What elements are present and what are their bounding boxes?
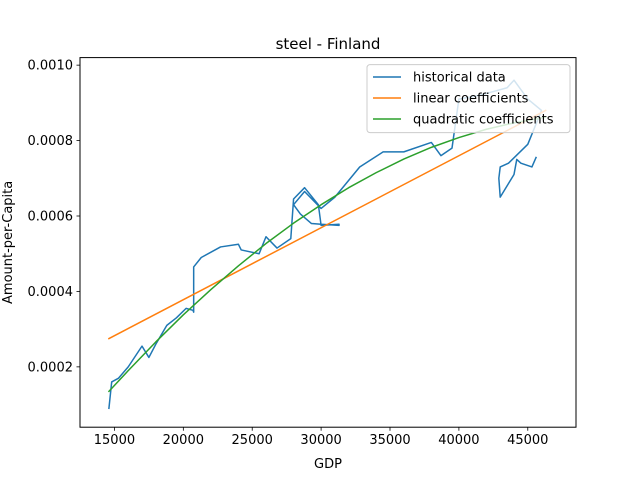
x-tick-label: 20000 bbox=[163, 433, 204, 448]
x-tick-label: 40000 bbox=[438, 433, 479, 448]
y-tick-label: 0.0010 bbox=[28, 59, 74, 74]
legend: historical data linear coefficients quadra… bbox=[366, 64, 571, 134]
legend-label-2: linear coefficients bbox=[413, 92, 529, 107]
x-axis: 15000 20000 25000 30000 35000 40000 45000 bbox=[94, 427, 548, 448]
legend-box bbox=[366, 64, 571, 134]
x-tick-label: 15000 bbox=[94, 433, 135, 448]
y-tick-label: 0.0004 bbox=[28, 285, 74, 300]
y-axis: 0.0002 0.0004 0.0006 0.0008 0.0010 bbox=[28, 59, 80, 375]
y-axis-label: Amount-per-Capita bbox=[1, 181, 16, 304]
y-tick-label: 0.0006 bbox=[28, 210, 74, 225]
series-line-3 bbox=[107, 116, 547, 393]
x-axis-label: GDP bbox=[314, 457, 342, 472]
series-line-2 bbox=[107, 109, 547, 340]
x-tick-label: 30000 bbox=[300, 433, 341, 448]
x-tick-label: 25000 bbox=[232, 433, 273, 448]
chart-title: steel - Finland bbox=[276, 35, 381, 53]
x-tick-label: 35000 bbox=[369, 433, 410, 448]
legend-label-3: quadratic coefficients bbox=[413, 113, 554, 128]
axes-frame bbox=[79, 57, 577, 428]
x-tick-label: 45000 bbox=[507, 433, 548, 448]
y-tick-label: 0.0002 bbox=[28, 360, 74, 375]
legend-label-1: historical data bbox=[413, 71, 506, 86]
y-tick-label: 0.0008 bbox=[28, 134, 74, 149]
